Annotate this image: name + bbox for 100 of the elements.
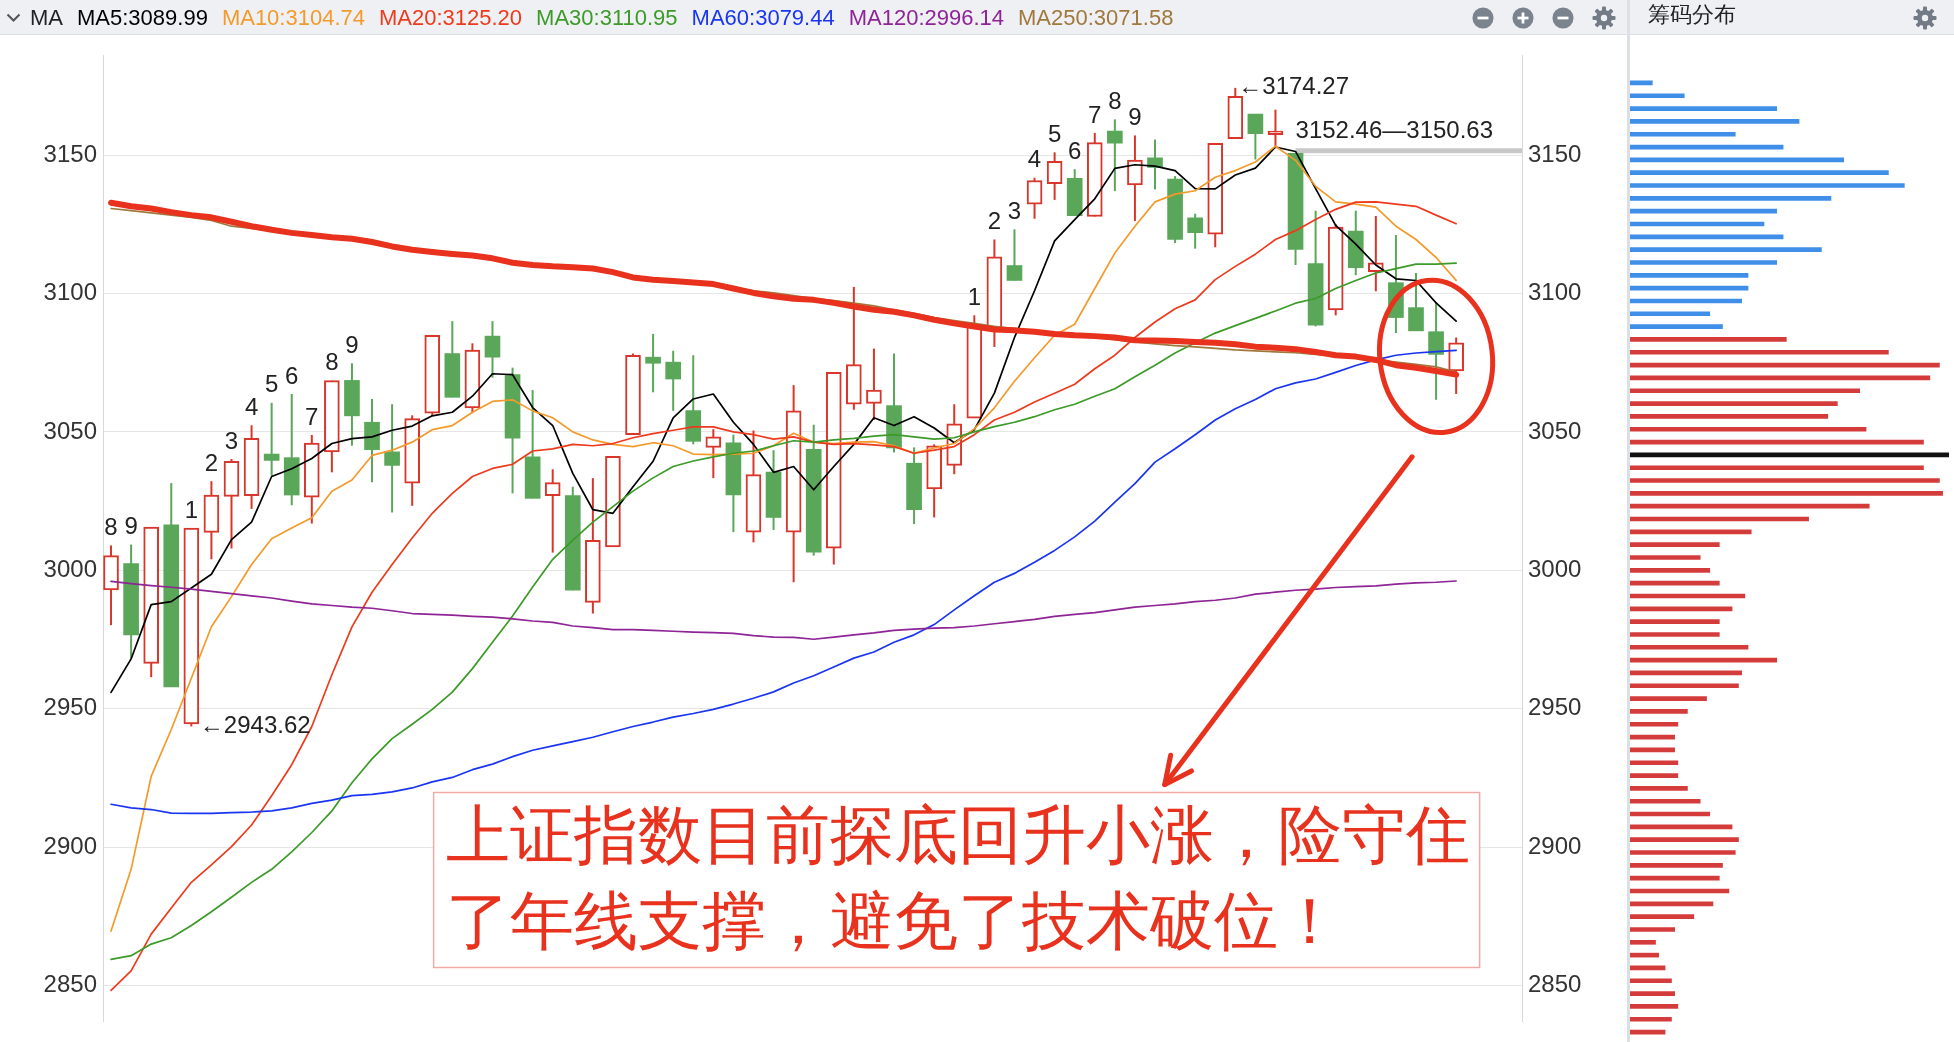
y-tick-label: 3100	[43, 278, 97, 306]
bar	[1630, 260, 1778, 265]
bar	[1630, 119, 1800, 124]
bar	[1630, 901, 1714, 907]
text: 9	[345, 330, 359, 358]
text: 7	[305, 402, 319, 430]
text: 3	[224, 426, 239, 454]
bar	[1630, 991, 1675, 996]
y2-tick-label: 2950	[1528, 693, 1582, 721]
bar	[1630, 786, 1688, 791]
bar	[1630, 1016, 1672, 1022]
y-tick-label: 2950	[43, 693, 97, 721]
text: 9	[124, 512, 138, 540]
text: 6	[1068, 136, 1082, 164]
text: MA60:3079.44	[691, 4, 835, 31]
bar	[1630, 914, 1695, 919]
bar	[1630, 247, 1822, 252]
candlestick	[645, 332, 661, 394]
candlestick	[866, 347, 882, 422]
bar	[1630, 696, 1707, 701]
bar	[1630, 863, 1723, 868]
text: MA120:2996.14	[848, 4, 1005, 31]
band-label: 3152.46—3150.63	[1295, 115, 1494, 143]
y2-tick-label: 2850	[1528, 970, 1582, 998]
bar	[1630, 606, 1733, 612]
text: 8	[325, 348, 339, 376]
bar	[1630, 478, 1940, 483]
y2-tick-label: 3050	[1528, 416, 1582, 444]
candlestick	[384, 403, 400, 514]
y2-tick-label: 3150	[1528, 139, 1582, 167]
bar	[1630, 491, 1943, 496]
bar	[1630, 272, 1749, 278]
bar	[1630, 542, 1720, 547]
text: 1	[184, 495, 199, 523]
bar	[1630, 311, 1711, 317]
bar	[1630, 773, 1679, 778]
y-tick-label: 3150	[43, 139, 97, 167]
candlestick	[665, 349, 681, 412]
text: 2	[204, 448, 219, 476]
y2-tick-label: 2900	[1528, 831, 1582, 859]
bar	[1630, 170, 1889, 176]
text: 4	[1027, 145, 1042, 173]
bar	[1630, 978, 1672, 984]
candlestick	[1006, 228, 1023, 282]
bar	[1630, 414, 1829, 419]
bar	[1630, 760, 1679, 766]
y2-tick-label: 3100	[1528, 278, 1582, 306]
candlestick	[1187, 212, 1203, 250]
y-tick-label: 3000	[43, 554, 97, 582]
text: 8	[104, 513, 118, 541]
y-tick-label: 3050	[43, 416, 97, 444]
text: 5	[264, 370, 279, 398]
candlestick	[1247, 113, 1264, 161]
bar	[1630, 927, 1675, 932]
bar	[1630, 465, 1924, 471]
bar	[1630, 196, 1832, 201]
bar	[1630, 93, 1685, 99]
bar	[1630, 619, 1720, 624]
bar	[1630, 555, 1701, 560]
bar	[1630, 388, 1861, 394]
text: 5	[1047, 119, 1062, 147]
bar	[1630, 183, 1905, 188]
legend-title: MA	[30, 4, 63, 31]
bar	[1630, 683, 1739, 689]
bar	[1630, 1004, 1679, 1009]
candlestick	[1428, 301, 1444, 401]
text: 6	[285, 361, 299, 389]
candlestick	[1026, 176, 1043, 220]
text: 1	[967, 282, 981, 310]
bar	[1630, 568, 1711, 573]
text: 7	[1088, 100, 1102, 128]
text: MA20:3125.20	[378, 4, 523, 31]
annotation: ←2943.62	[199, 711, 311, 739]
bar	[1630, 644, 1749, 650]
text: 8	[1108, 86, 1122, 114]
y-tick-label: 2900	[43, 831, 97, 859]
bar	[1630, 106, 1778, 111]
candlestick	[1046, 151, 1063, 201]
bar	[1630, 337, 1787, 342]
candlestick	[705, 428, 722, 480]
candlestick	[1107, 118, 1123, 193]
candlestick	[263, 401, 280, 477]
bar	[1630, 426, 1867, 432]
bar	[1630, 324, 1723, 329]
annotation: 上证指数目前探底回升小涨，险守住了年线支撑，避免了技术破位！	[445, 799, 1470, 958]
text: MA250:3071.58	[1018, 4, 1174, 31]
bar	[1630, 401, 1838, 406]
bar	[1630, 709, 1688, 714]
candlestick	[1127, 134, 1143, 222]
bar	[1630, 131, 1736, 137]
bar	[1630, 850, 1736, 855]
annotation: ←3174.27	[1238, 72, 1350, 100]
bar	[1630, 721, 1679, 727]
text: 2	[987, 207, 1002, 235]
bar	[1630, 208, 1778, 214]
text: 9	[1128, 103, 1142, 131]
chart-title: 筹码分布	[1648, 1, 1736, 29]
candlestick	[484, 320, 501, 379]
bar	[1630, 939, 1656, 945]
bar	[1630, 632, 1720, 637]
